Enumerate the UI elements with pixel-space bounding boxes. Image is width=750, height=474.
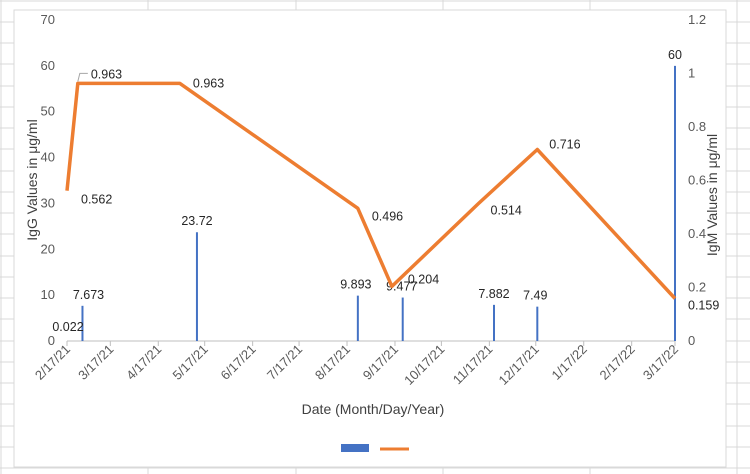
y-axis-tick-label: 0 (48, 333, 55, 348)
y-axis-tick-label: 30 (41, 195, 55, 210)
y-axis-tick-label: 40 (41, 150, 55, 165)
secondary-y-axis-tick-label: 0.2 (688, 280, 706, 295)
bar-data-label: 7.49 (523, 289, 547, 303)
x-axis-title: Date (Month/Day/Year) (302, 401, 445, 417)
secondary-y-axis-tick-label: 0.8 (688, 119, 706, 134)
legend (341, 444, 409, 452)
line-data-label: 0.716 (549, 137, 580, 151)
bar-data-label: 7.673 (73, 288, 104, 302)
igm-series-line (65, 81, 677, 300)
bar-data-label: 9.893 (340, 278, 371, 292)
y-axis-tick-label: 50 (41, 104, 55, 119)
secondary-y-axis-tick-label: 0 (688, 333, 695, 348)
y-axis-tick-label: 20 (41, 241, 55, 256)
bar-data-label: 60 (668, 48, 682, 62)
line-data-label: 0.204 (408, 272, 439, 286)
extra-data-label: 0.022 (52, 320, 83, 334)
secondary-y-axis-tick-label: 0.6 (688, 173, 706, 188)
y-axis-tick-label: 10 (41, 287, 55, 302)
data-label-leader-line (77, 72, 88, 82)
secondary-y-axis-title: IgM Values in μg/ml (704, 134, 720, 256)
line-data-label: 0.963 (193, 76, 224, 90)
secondary-y-axis-tick-label: 1 (688, 66, 695, 81)
y-axis-tick-label: 70 (41, 12, 55, 27)
line-data-label: 0.159 (688, 298, 719, 312)
bar-data-label: 23.72 (181, 214, 212, 228)
line-data-label: 0.514 (491, 204, 522, 218)
y-axis-title: IgG Values in μg/ml (24, 119, 40, 240)
y-axis-tick-label: 60 (41, 58, 55, 73)
secondary-y-axis-tick-label: 0.4 (688, 226, 706, 241)
line-data-label: 0.562 (81, 193, 112, 207)
bar-data-label: 7.882 (478, 287, 509, 301)
legend-bar-swatch (341, 444, 369, 452)
secondary-y-axis-tick-label: 1.2 (688, 12, 706, 27)
line-data-label: 0.963 (91, 67, 122, 81)
line-data-label: 0.496 (372, 209, 403, 223)
